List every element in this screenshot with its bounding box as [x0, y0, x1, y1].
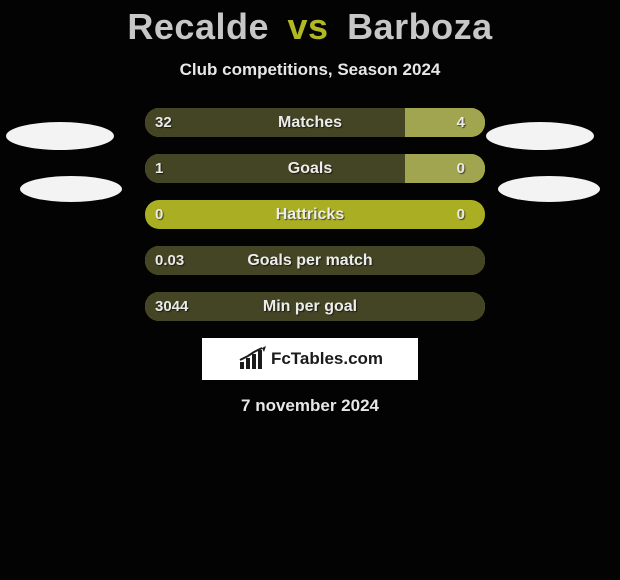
stat-row: 00Hattricks — [5, 200, 615, 229]
stat-bar — [145, 246, 485, 275]
bar-left-fill — [145, 154, 405, 183]
stat-left-value: 3044 — [155, 292, 188, 321]
stat-left-value: 0.03 — [155, 246, 184, 275]
logo-text: FcTables.com — [271, 349, 383, 369]
stat-right-value: 0 — [457, 200, 465, 229]
player2-name: Barboza — [347, 6, 493, 47]
bar-right-fill — [405, 154, 485, 183]
stat-left-value: 0 — [155, 200, 163, 229]
stat-bar — [145, 292, 485, 321]
stat-right-value: 0 — [457, 154, 465, 183]
date: 7 november 2024 — [0, 396, 620, 416]
stat-row: 324Matches — [5, 108, 615, 137]
bar-left-fill — [145, 246, 485, 275]
vs-text: vs — [288, 6, 329, 47]
stat-bar — [145, 108, 485, 137]
stat-bar — [145, 200, 485, 229]
player1-name: Recalde — [127, 6, 269, 47]
subtitle: Club competitions, Season 2024 — [0, 60, 620, 80]
bar-background — [145, 200, 485, 229]
stat-left-value: 32 — [155, 108, 172, 137]
bar-left-fill — [145, 292, 485, 321]
stat-row: 10Goals — [5, 154, 615, 183]
stat-row: 3044Min per goal — [5, 292, 615, 321]
bar-left-fill — [145, 108, 405, 137]
fctables-logo: FcTables.com — [202, 338, 418, 380]
stat-left-value: 1 — [155, 154, 163, 183]
stat-bar — [145, 154, 485, 183]
bar-chart-icon — [237, 346, 267, 372]
comparison-title: Recalde vs Barboza — [0, 0, 620, 48]
stat-right-value: 4 — [457, 108, 465, 137]
stat-row: 0.03Goals per match — [5, 246, 615, 275]
bar-right-fill — [405, 108, 485, 137]
